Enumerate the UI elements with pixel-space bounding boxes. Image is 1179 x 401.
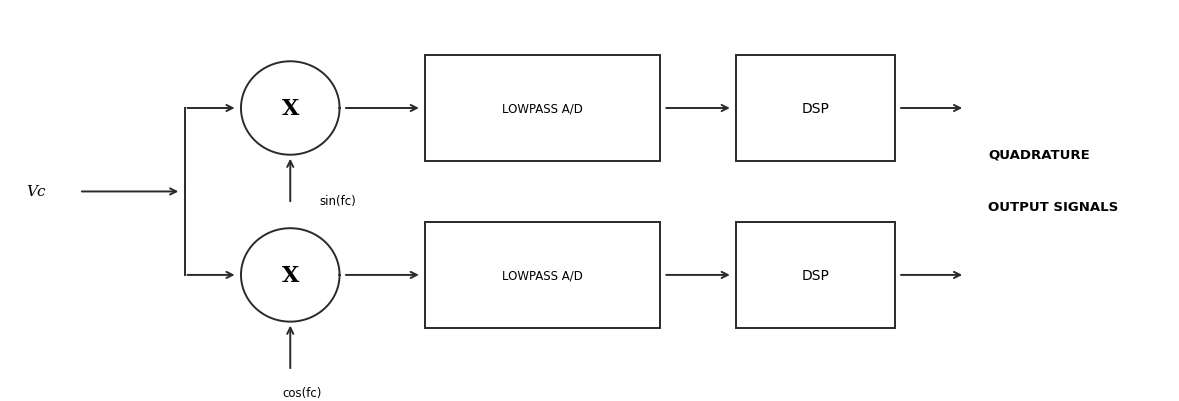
Text: Vc: Vc	[26, 185, 46, 199]
Bar	[736, 222, 895, 328]
Text: X: X	[282, 264, 299, 286]
Polygon shape	[241, 62, 340, 155]
Text: X: X	[282, 98, 299, 120]
Text: DSP: DSP	[802, 268, 829, 282]
Polygon shape	[241, 229, 340, 322]
Bar	[736, 56, 895, 162]
Text: cos(fc): cos(fc)	[282, 386, 322, 399]
Text: OUTPUT SIGNALS: OUTPUT SIGNALS	[988, 200, 1119, 214]
Bar	[426, 222, 660, 328]
Text: LOWPASS A/D: LOWPASS A/D	[502, 269, 582, 282]
Text: DSP: DSP	[802, 102, 829, 116]
Text: QUADRATURE: QUADRATURE	[988, 148, 1091, 161]
Text: LOWPASS A/D: LOWPASS A/D	[502, 102, 582, 115]
Text: sin(fc): sin(fc)	[320, 194, 356, 207]
Bar	[426, 56, 660, 162]
